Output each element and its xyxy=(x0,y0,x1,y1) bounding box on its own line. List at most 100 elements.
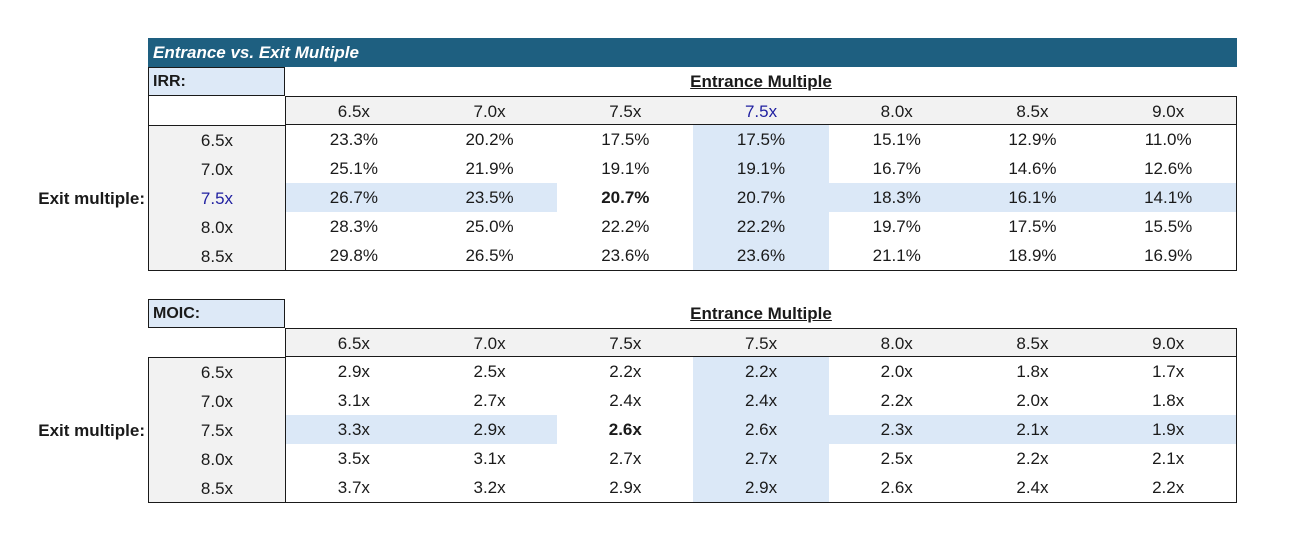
irr-cell: 12.6% xyxy=(1144,159,1193,178)
moic-cell: 2.6x xyxy=(880,478,913,497)
irr-cell: 23.6% xyxy=(601,246,650,265)
moic-exit-row-header: 8.0x xyxy=(200,450,234,469)
moic-entrance-col-header: 8.0x xyxy=(880,334,913,353)
irr-cell: 25.1% xyxy=(329,159,378,178)
moic-table-row: 2.9x 2.5x 2.2x 2.2x 2.0x 1.8x 1.7x xyxy=(286,357,1236,386)
irr-table-row: 29.8% 26.5% 23.6% 23.6% 21.1% 18.9% 16.9… xyxy=(286,241,1236,270)
moic-cell: 2.4x xyxy=(609,391,642,410)
irr-exit-row-header: 8.5x xyxy=(200,247,234,266)
moic-exit-row-header-selected: 7.5x xyxy=(200,421,234,440)
irr-entrance-col-header: 7.5x xyxy=(609,102,642,121)
irr-cell: 26.7% xyxy=(329,188,378,207)
table-banner-title: Entrance vs. Exit Multiple xyxy=(148,38,1237,67)
irr-cell: 19.1% xyxy=(693,154,829,183)
moic-cell: 2.3x xyxy=(880,420,913,439)
irr-cell: 28.3% xyxy=(329,217,378,236)
irr-exit-row-header: 6.5x xyxy=(200,131,234,150)
moic-base-case-cell: 2.6x xyxy=(557,415,694,444)
moic-table-row: 3.7x 3.2x 2.9x 2.9x 2.6x 2.4x 2.2x xyxy=(286,473,1236,502)
moic-cell: 2.7x xyxy=(693,444,829,473)
irr-entrance-header-row: 6.5x 7.0x 7.5x 7.5x 8.0x 8.5x 9.0x xyxy=(285,96,1237,125)
moic-cell: 2.9x xyxy=(473,420,506,439)
moic-table-row: 3.1x 2.7x 2.4x 2.4x 2.2x 2.0x 1.8x xyxy=(286,386,1236,415)
irr-exit-row-headers: 6.5x 7.0x 7.5x 8.0x 8.5x xyxy=(148,125,285,271)
irr-cell: 16.7% xyxy=(872,159,921,178)
irr-corner-blank xyxy=(148,96,285,125)
irr-cell: 19.1% xyxy=(601,159,650,178)
irr-entrance-multiple-title: Entrance Multiple xyxy=(690,72,832,91)
moic-exit-row-header: 6.5x xyxy=(200,363,234,382)
moic-cell: 2.2x xyxy=(880,391,913,410)
irr-cell: 12.9% xyxy=(1008,130,1057,149)
irr-cell: 15.1% xyxy=(872,130,921,149)
irr-table-row: 23.3% 20.2% 17.5% 17.5% 15.1% 12.9% 11.0… xyxy=(286,125,1236,154)
moic-cell: 2.0x xyxy=(880,362,913,381)
moic-cell: 2.5x xyxy=(473,362,506,381)
moic-table-row-selected: 3.3x 2.9x 2.6x 2.6x 2.3x 2.1x 1.9x xyxy=(286,415,1236,444)
irr-exit-row-header-selected: 7.5x xyxy=(200,189,234,208)
moic-cell: 3.2x xyxy=(473,478,506,497)
irr-entrance-col-header: 7.0x xyxy=(473,102,506,121)
irr-label: IRR: xyxy=(148,67,285,96)
moic-cell: 2.7x xyxy=(473,391,506,410)
irr-table-row: 28.3% 25.0% 22.2% 22.2% 19.7% 17.5% 15.5… xyxy=(286,212,1236,241)
irr-entrance-col-header: 8.0x xyxy=(880,102,913,121)
moic-cell: 1.7x xyxy=(1152,362,1185,381)
moic-entrance-header-row: 6.5x 7.0x 7.5x 7.5x 8.0x 8.5x 9.0x xyxy=(285,328,1237,357)
irr-cell: 14.6% xyxy=(1008,159,1057,178)
irr-cell: 11.0% xyxy=(1144,130,1192,149)
irr-cell: 26.5% xyxy=(465,246,514,265)
irr-cell: 29.8% xyxy=(329,246,378,265)
moic-cell: 3.7x xyxy=(337,478,370,497)
irr-cell: 23.3% xyxy=(329,130,378,149)
irr-table-row-selected: 26.7% 23.5% 20.7% 20.7% 18.3% 16.1% 14.1… xyxy=(286,183,1236,212)
irr-cell: 16.9% xyxy=(1144,246,1193,265)
moic-exit-row-headers: 6.5x 7.0x 7.5x 8.0x 8.5x xyxy=(148,357,285,503)
irr-exit-multiple-label: Exit multiple: xyxy=(38,189,145,208)
moic-cell: 2.7x xyxy=(609,449,642,468)
moic-cell: 1.8x xyxy=(1152,391,1185,410)
moic-cell: 3.3x xyxy=(337,420,370,439)
irr-entrance-col-header: 8.5x xyxy=(1016,102,1049,121)
moic-cell: 2.1x xyxy=(1016,420,1049,439)
irr-cell: 17.5% xyxy=(601,130,650,149)
irr-cell: 25.0% xyxy=(465,217,514,236)
irr-cell: 15.5% xyxy=(1144,217,1193,236)
irr-table-row: 25.1% 21.9% 19.1% 19.1% 16.7% 14.6% 12.6… xyxy=(286,154,1236,183)
irr-cell: 14.1% xyxy=(1144,188,1193,207)
irr-cell: 18.9% xyxy=(1008,246,1057,265)
irr-cell: 17.5% xyxy=(1008,217,1057,236)
moic-cell: 2.5x xyxy=(880,449,913,468)
irr-base-case-cell: 20.7% xyxy=(557,183,694,212)
moic-cell: 2.2x xyxy=(1016,449,1049,468)
moic-entrance-col-header: 8.5x xyxy=(1016,334,1049,353)
irr-entrance-col-header: 9.0x xyxy=(1152,102,1185,121)
irr-exit-row-header: 8.0x xyxy=(200,218,234,237)
moic-label: MOIC: xyxy=(148,299,285,328)
irr-cell: 21.1% xyxy=(872,246,921,265)
moic-cell: 2.1x xyxy=(1152,449,1185,468)
moic-cell: 3.1x xyxy=(473,449,506,468)
irr-cell: 20.2% xyxy=(465,130,514,149)
moic-grid: 2.9x 2.5x 2.2x 2.2x 2.0x 1.8x 1.7x 3.1x … xyxy=(285,357,1237,503)
irr-cell: 23.6% xyxy=(693,241,829,270)
moic-cell: 3.1x xyxy=(337,391,370,410)
moic-entrance-col-header: 7.0x xyxy=(473,334,506,353)
moic-cell: 2.9x xyxy=(609,478,642,497)
irr-cell: 21.9% xyxy=(465,159,514,178)
irr-cell: 16.1% xyxy=(1008,188,1057,207)
moic-entrance-multiple-title: Entrance Multiple xyxy=(690,304,832,323)
moic-exit-row-header: 7.0x xyxy=(200,392,234,411)
moic-cell: 2.9x xyxy=(693,473,829,502)
irr-entrance-col-header-selected: 7.5x xyxy=(744,102,778,121)
moic-cell: 2.0x xyxy=(1016,391,1049,410)
irr-cell: 23.5% xyxy=(465,188,514,207)
moic-entrance-col-header: 7.5x xyxy=(744,334,778,353)
moic-cell: 2.9x xyxy=(337,362,370,381)
irr-cell: 22.2% xyxy=(693,212,829,241)
irr-entrance-col-header: 6.5x xyxy=(337,102,370,121)
irr-cell: 20.7% xyxy=(736,188,786,207)
moic-entrance-col-header: 7.5x xyxy=(609,334,642,353)
irr-cell: 22.2% xyxy=(601,217,650,236)
moic-cell: 2.2x xyxy=(1152,478,1185,497)
